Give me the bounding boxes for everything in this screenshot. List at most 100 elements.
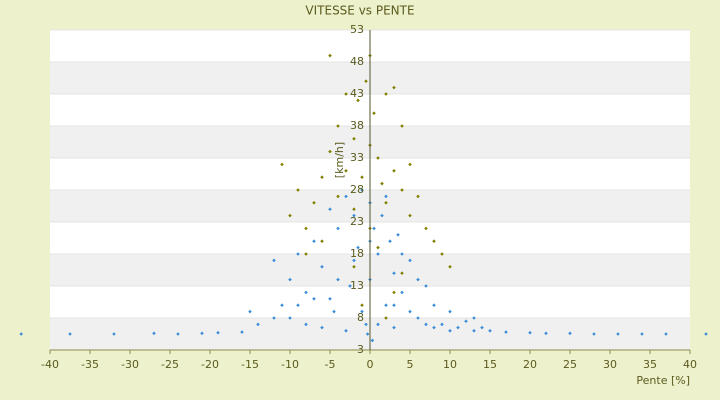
point bbox=[384, 92, 388, 96]
point bbox=[416, 316, 420, 320]
point bbox=[376, 156, 380, 160]
point bbox=[336, 194, 340, 199]
point bbox=[384, 194, 388, 199]
point bbox=[408, 258, 412, 263]
x-tick-label: -20 bbox=[201, 358, 219, 371]
point bbox=[344, 194, 348, 199]
point bbox=[392, 271, 396, 275]
point bbox=[352, 265, 356, 269]
point bbox=[304, 322, 308, 327]
point bbox=[392, 325, 396, 330]
point bbox=[328, 207, 332, 211]
point bbox=[320, 325, 324, 330]
x-tick-label: 15 bbox=[483, 358, 497, 371]
point bbox=[304, 252, 308, 256]
point bbox=[152, 331, 156, 336]
y-tick-label: 43 bbox=[350, 87, 364, 100]
point bbox=[416, 194, 420, 199]
point bbox=[288, 277, 292, 282]
point bbox=[328, 297, 332, 301]
point bbox=[400, 271, 404, 275]
point bbox=[400, 188, 404, 192]
point bbox=[320, 175, 324, 179]
point bbox=[352, 258, 356, 263]
y-tick-label: 18 bbox=[350, 247, 364, 260]
point bbox=[432, 239, 436, 243]
point bbox=[360, 303, 364, 307]
point bbox=[380, 213, 384, 218]
point bbox=[440, 252, 444, 256]
point bbox=[380, 181, 384, 186]
point bbox=[360, 309, 364, 314]
point bbox=[272, 316, 276, 320]
x-tick-label: 5 bbox=[407, 358, 414, 371]
point bbox=[364, 79, 368, 83]
point bbox=[424, 284, 428, 288]
point bbox=[416, 277, 420, 282]
y-tick-label: 13 bbox=[350, 279, 364, 292]
point bbox=[272, 258, 276, 263]
point bbox=[376, 245, 380, 250]
point bbox=[384, 201, 388, 205]
y-tick-label: 38 bbox=[350, 119, 364, 132]
point bbox=[480, 325, 484, 330]
point bbox=[320, 239, 324, 243]
point bbox=[68, 332, 72, 336]
point bbox=[344, 329, 348, 333]
point bbox=[372, 111, 376, 115]
chart-title: VITESSE vs PENTE bbox=[305, 4, 414, 18]
point bbox=[176, 332, 180, 336]
y-tick-label: 48 bbox=[350, 55, 364, 68]
point bbox=[332, 309, 336, 314]
point bbox=[408, 162, 412, 167]
point bbox=[240, 330, 244, 334]
point bbox=[328, 149, 332, 154]
point bbox=[592, 332, 596, 336]
point bbox=[352, 207, 356, 211]
point bbox=[464, 319, 468, 323]
point bbox=[348, 284, 352, 288]
y-tick-label: 8 bbox=[357, 311, 364, 324]
point bbox=[392, 85, 396, 90]
point bbox=[616, 332, 620, 336]
point bbox=[440, 322, 444, 327]
point bbox=[112, 332, 116, 336]
point bbox=[392, 303, 396, 307]
point bbox=[704, 332, 708, 336]
point bbox=[448, 265, 452, 269]
x-tick-label: -10 bbox=[281, 358, 299, 371]
point bbox=[448, 309, 452, 314]
x-tick-label: 30 bbox=[603, 358, 617, 371]
point bbox=[216, 330, 220, 335]
point bbox=[296, 252, 300, 256]
point bbox=[488, 329, 492, 333]
point bbox=[352, 137, 356, 141]
point bbox=[472, 316, 476, 320]
point bbox=[424, 226, 428, 231]
point bbox=[296, 188, 300, 192]
x-tick-label: -5 bbox=[325, 358, 336, 371]
point bbox=[400, 124, 404, 128]
x-tick-label: -25 bbox=[161, 358, 179, 371]
point bbox=[364, 322, 368, 327]
point bbox=[356, 98, 360, 103]
point bbox=[528, 330, 532, 335]
x-tick-label: -40 bbox=[41, 358, 59, 371]
x-tick-label: -30 bbox=[121, 358, 139, 371]
point bbox=[360, 188, 364, 192]
y-axis-label: [km/h] bbox=[333, 142, 346, 178]
point bbox=[472, 329, 476, 333]
x-tick-label: 35 bbox=[643, 358, 657, 371]
point bbox=[408, 309, 412, 314]
point bbox=[370, 338, 375, 343]
point bbox=[344, 169, 348, 173]
point bbox=[288, 316, 292, 320]
point bbox=[356, 245, 360, 250]
point bbox=[376, 322, 380, 327]
point bbox=[396, 233, 400, 237]
point bbox=[372, 226, 376, 231]
x-tick-label: 20 bbox=[523, 358, 537, 371]
y-tick-label: 33 bbox=[350, 151, 364, 164]
